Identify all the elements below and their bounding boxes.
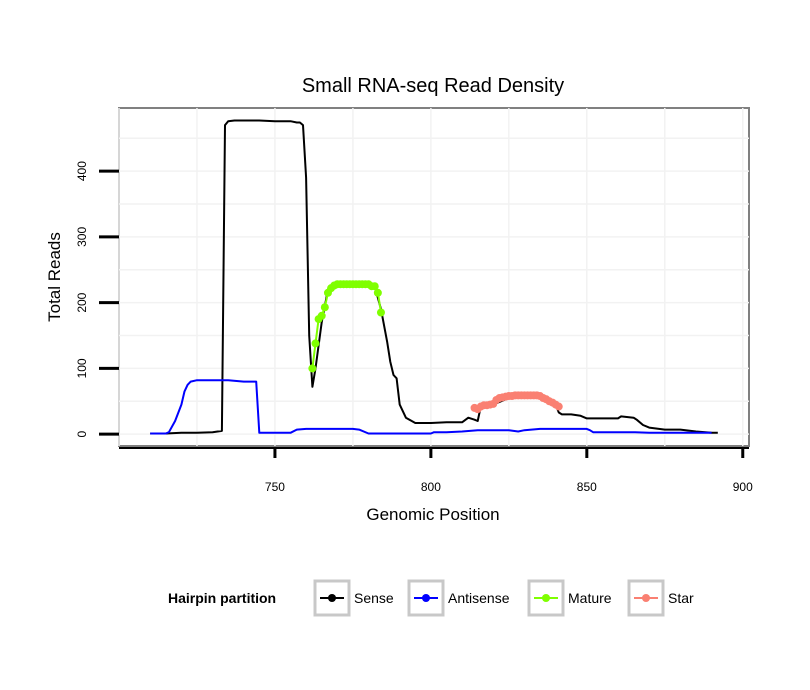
series-antisense: [150, 379, 712, 435]
data-point-mature: [311, 339, 320, 348]
x-axis-title: Genomic Position: [366, 505, 499, 524]
y-tick-label: 100: [75, 358, 89, 378]
x-tick-label: 850: [577, 480, 597, 494]
legend-key-point: [542, 594, 550, 602]
series-mature: [308, 280, 385, 373]
legend-key-point: [642, 594, 650, 602]
data-point-mature: [373, 288, 382, 297]
plot-panel-border: [118, 107, 750, 447]
y-tick-label: 300: [75, 227, 89, 247]
data-point-mature: [320, 303, 329, 312]
legend-item-star: Star: [627, 579, 694, 617]
data-point-mature: [370, 282, 379, 291]
data-point-mature: [308, 364, 317, 373]
legend-key-point: [422, 594, 430, 602]
legend-key-point: [328, 594, 336, 602]
axes: 750 800 850 900 0 100 200 300 400: [75, 161, 753, 494]
legend: Hairpin partition Sense Antisense Mature Sta…: [168, 579, 694, 617]
legend-title: Hairpin partition: [168, 590, 276, 606]
series-line-mature: [311, 283, 382, 369]
legend-item-antisense: Antisense: [407, 579, 510, 617]
legend-label-sense: Sense: [354, 590, 394, 606]
x-tick-label: 800: [421, 480, 441, 494]
x-tick-label: 750: [265, 480, 285, 494]
series-line-sense: [150, 119, 718, 435]
y-tick-label: 400: [75, 161, 89, 181]
legend-label-star: Star: [668, 590, 694, 606]
legend-label-mature: Mature: [568, 590, 612, 606]
x-tick-label: 900: [733, 480, 753, 494]
series-line-antisense: [150, 379, 712, 435]
legend-label-antisense: Antisense: [448, 590, 510, 606]
series-sense: [150, 119, 718, 435]
legend-item-sense: Sense: [313, 579, 394, 617]
data-point-mature: [317, 311, 326, 320]
data-point-star: [554, 402, 563, 411]
chart-title: Small RNA-seq Read Density: [302, 75, 564, 97]
data-point-mature: [376, 308, 385, 317]
plot-series: [150, 119, 718, 435]
grid-lines: [118, 108, 749, 446]
legend-item-mature: Mature: [527, 579, 612, 617]
y-tick-label: 200: [75, 292, 89, 312]
y-tick-label: 0: [75, 431, 89, 438]
series-star: [470, 391, 563, 414]
y-axis-title: Total Reads: [45, 232, 64, 322]
